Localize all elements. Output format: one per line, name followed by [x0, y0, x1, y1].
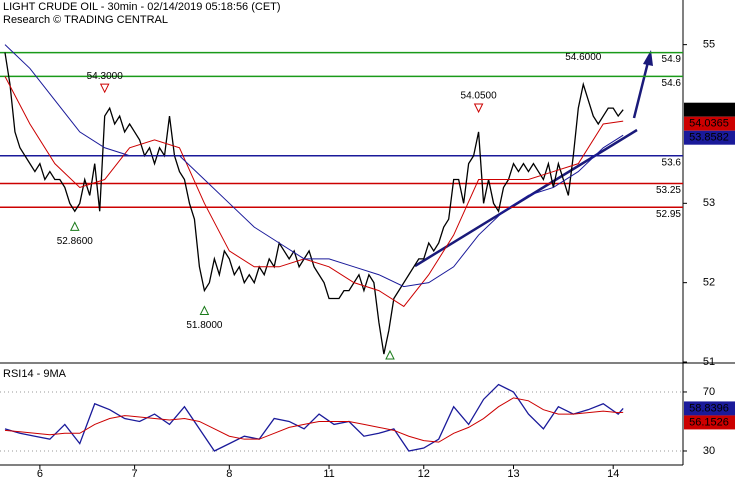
x-tick-label: 12 [418, 468, 430, 480]
series-line [4, 44, 624, 288]
level-label: 54.9 [662, 54, 682, 65]
y-tick-label: 52 [703, 277, 715, 289]
y-tick-label: 51 [703, 356, 715, 368]
annotation-label: 52.8600 [57, 236, 94, 247]
last-value-label: 54.18 [695, 104, 723, 116]
annotation-label: 54.6000 [565, 52, 602, 63]
last-value-box [684, 102, 735, 117]
trend-line [414, 128, 638, 268]
last-value-label: 53.8582 [689, 132, 729, 144]
y-tick-label: 55 [703, 39, 715, 51]
y-tick-label: 30 [703, 445, 715, 457]
level-label: 53.25 [656, 185, 681, 196]
x-tick-label: 13 [507, 468, 519, 480]
x-tick-label: 7 [132, 468, 138, 480]
forecast-arrow [632, 61, 650, 119]
last-value-box [684, 415, 735, 430]
x-tick-label: 8 [226, 468, 232, 480]
x-tick-label: 6 [37, 468, 43, 480]
resistance-marker [473, 103, 484, 114]
support-marker [69, 221, 80, 231]
annotation-label: 54.0500 [461, 91, 498, 102]
last-value-box [684, 116, 735, 131]
series-line [4, 76, 624, 308]
y-tick-label: 70 [703, 386, 715, 398]
x-tick-label: 14 [607, 468, 619, 480]
series-line [4, 383, 624, 452]
resistance-marker [99, 83, 110, 94]
last-value-label: 58.8396 [689, 402, 729, 414]
rsi-title: RSI14 - 9MA [3, 368, 67, 380]
x-tick-label: 11 [323, 468, 334, 480]
last-value-box [684, 130, 735, 145]
annotation-label: 51.8000 [186, 320, 223, 331]
chart-title: LIGHT CRUDE OIL - 30min - 02/14/2019 05:… [3, 1, 281, 13]
series-line [4, 397, 624, 443]
level-label: 53.6 [662, 157, 682, 168]
series-line [4, 52, 624, 355]
support-marker [199, 305, 210, 316]
chart-subtitle: Research © TRADING CENTRAL [3, 14, 168, 26]
last-value-label: 54.0365 [689, 118, 729, 130]
annotation-label: 54.3000 [87, 71, 124, 82]
low-marker [385, 349, 395, 360]
level-label: 52.95 [656, 209, 681, 220]
arrow-head [643, 50, 653, 66]
y-tick-label: 53 [703, 197, 715, 209]
level-label: 54.6 [662, 78, 682, 89]
last-value-label: 56.1526 [689, 416, 729, 428]
last-value-box [684, 401, 735, 416]
